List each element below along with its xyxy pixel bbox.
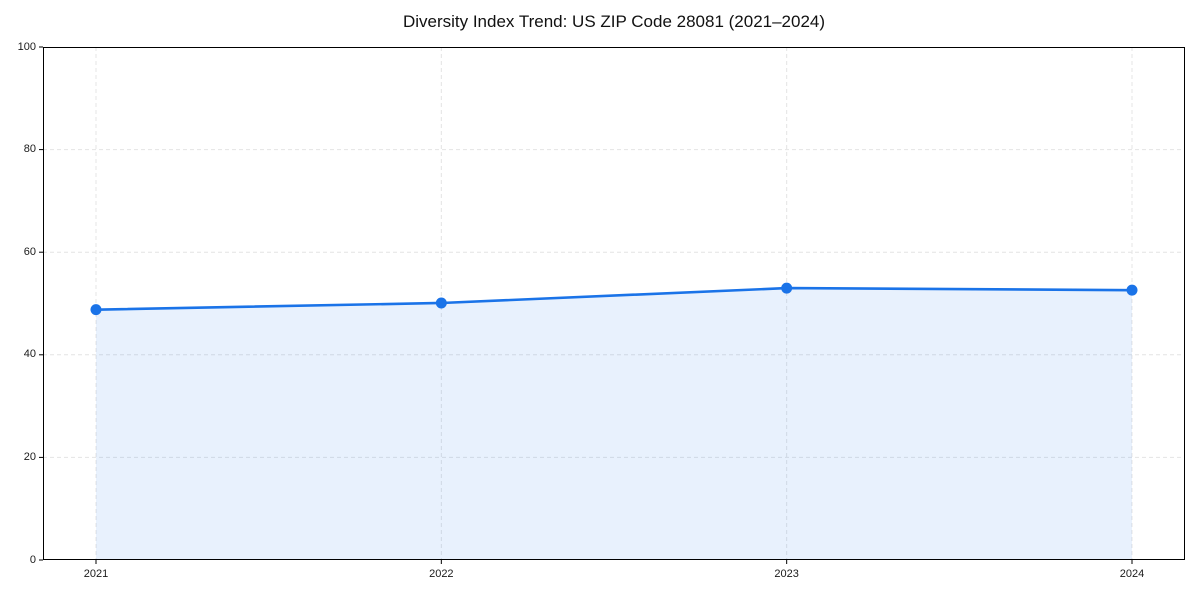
- chart-title: Diversity Index Trend: US ZIP Code 28081…: [402, 12, 826, 31]
- plot-area: [39, 46, 1185, 564]
- x-axis-tick-label: 2024: [1119, 568, 1145, 580]
- y-axis-tick-label: 100: [17, 40, 36, 53]
- x-axis-tick-label: 2022: [429, 568, 454, 580]
- x-axis-tick-label: 2021: [83, 568, 109, 580]
- data-point-marker: [1126, 284, 1138, 296]
- y-axis-tick-label: 0: [29, 553, 36, 566]
- y-axis-tick-label: 20: [23, 450, 36, 463]
- data-point-marker: [435, 297, 447, 309]
- area-fill: [95, 288, 1133, 560]
- data-point-marker: [90, 304, 102, 316]
- plot-svg: [39, 46, 1185, 564]
- y-axis-tick-label: 40: [23, 348, 36, 361]
- y-axis-tick-label: 80: [23, 143, 36, 156]
- y-axis-tick-label: 60: [23, 245, 36, 258]
- data-point-marker: [781, 282, 793, 294]
- x-axis-tick-label: 2023: [774, 568, 799, 580]
- trend-line: [94, 286, 1134, 311]
- plot-border: [43, 47, 1185, 560]
